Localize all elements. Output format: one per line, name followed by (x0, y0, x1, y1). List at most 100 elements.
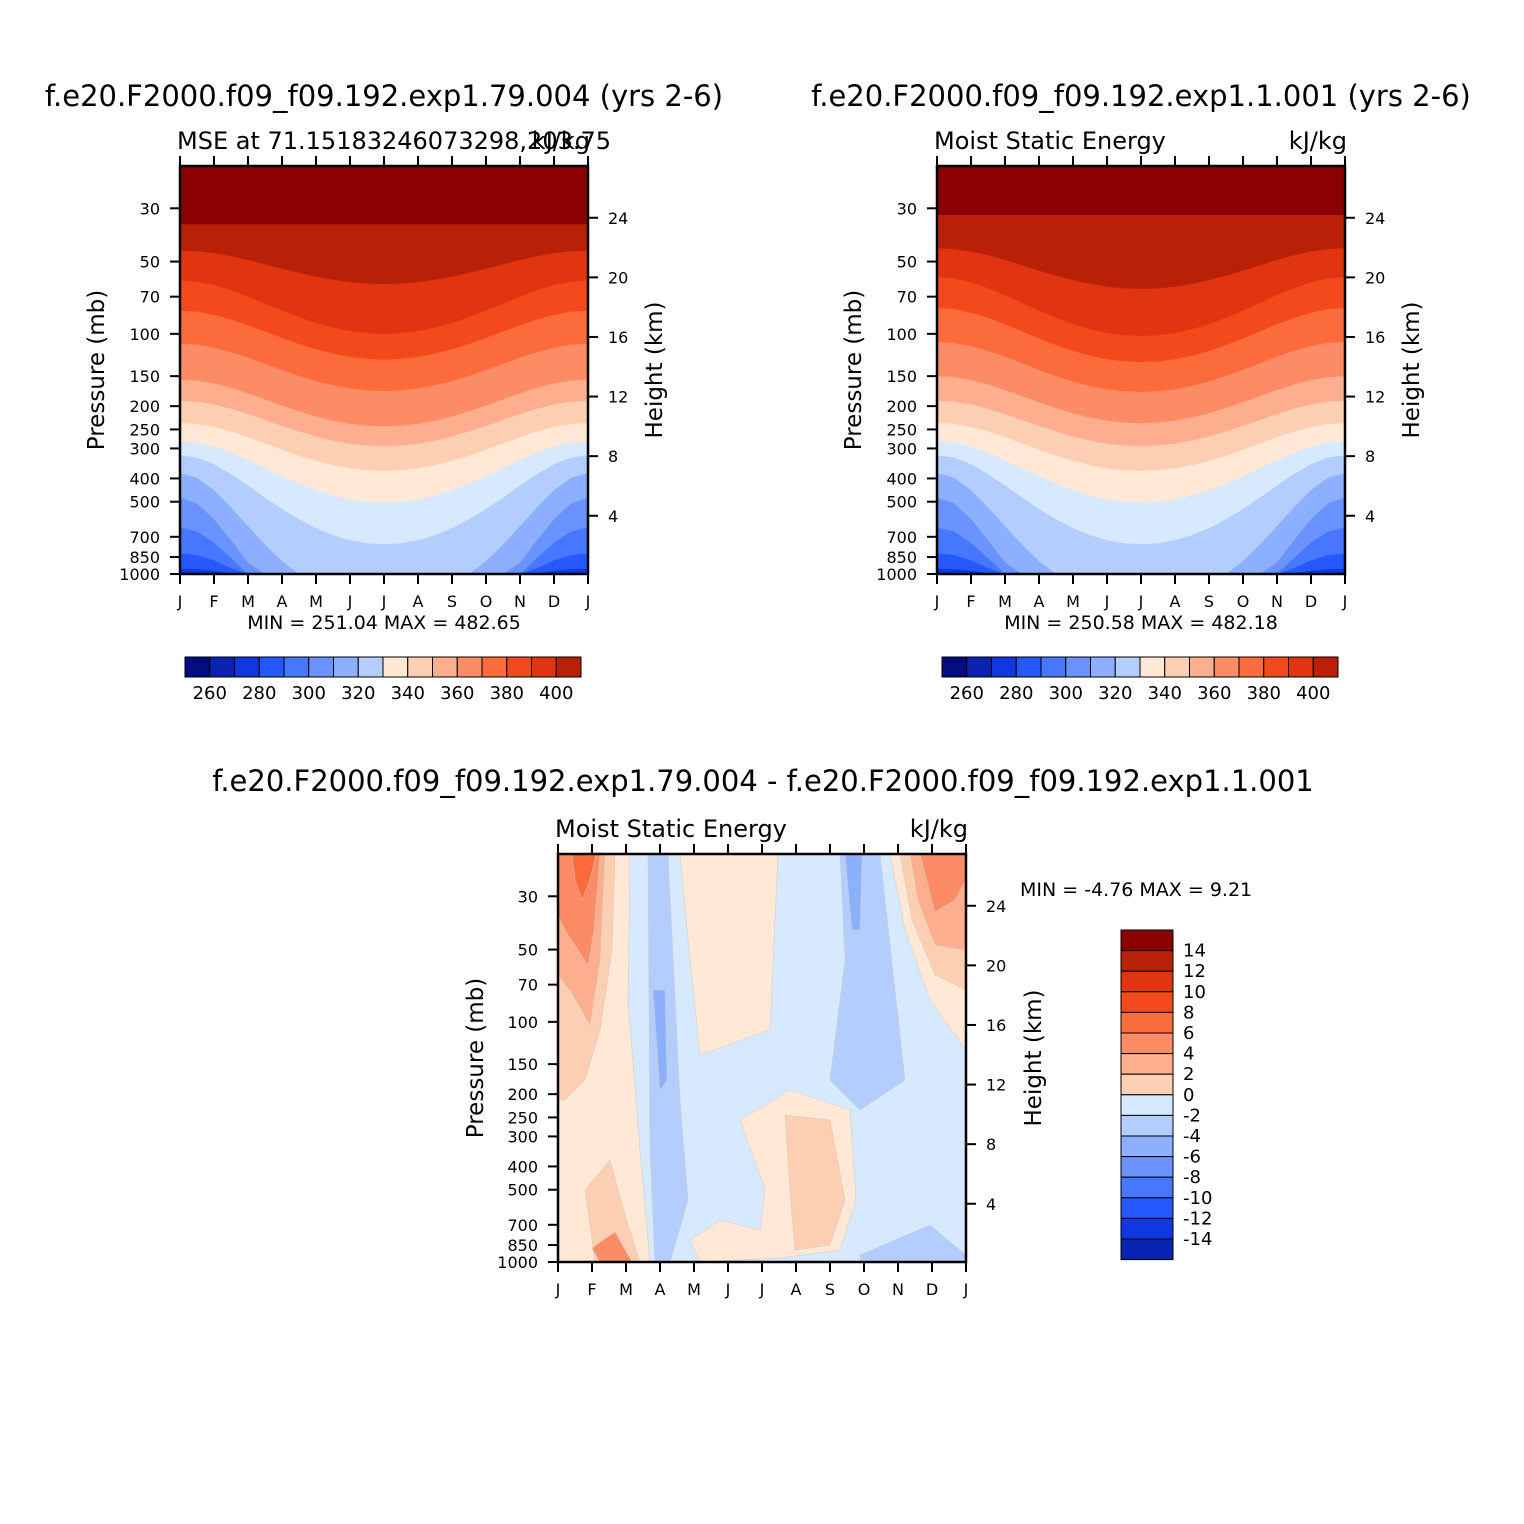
y-right-tick-label: 8 (986, 1135, 996, 1154)
colorbar-swatch (1120, 1032, 1174, 1055)
y-tick-label: 50 (140, 253, 160, 272)
y-tick-label: 70 (518, 976, 538, 995)
colorbar-swatch (258, 656, 285, 678)
colorbar-label: 380 (1247, 683, 1281, 704)
x-tick-label: J (725, 1280, 731, 1299)
x-tick-label: J (177, 592, 183, 611)
x-tick-label: F (587, 1280, 596, 1299)
colorbar-label: 360 (1197, 683, 1231, 704)
x-tick-label: O (480, 592, 493, 611)
colorbar-swatch (209, 656, 235, 678)
colorbar-swatch (283, 656, 310, 678)
colorbar-swatch (481, 656, 508, 678)
y-tick-label: 300 (129, 439, 160, 458)
y-tick-label: 150 (129, 367, 160, 386)
y-tick-label: 850 (507, 1236, 538, 1255)
panel-2-ylabel: Pressure (mb) (841, 290, 867, 450)
y-tick-label: 70 (140, 288, 160, 307)
colorbar-label: 10 (1183, 982, 1206, 1003)
colorbar-label: 12 (1183, 961, 1206, 982)
colorbar-swatch (1120, 1094, 1174, 1116)
y-tick-label: 250 (886, 420, 917, 439)
x-tick-label: M (687, 1280, 701, 1299)
colorbar-swatch (234, 656, 260, 678)
y-right-tick-label: 12 (608, 388, 628, 407)
panel-2-colorbar: 260 280 300 320 340 360 380 400 (941, 656, 1339, 704)
y-tick-label: 50 (518, 941, 538, 960)
y-tick-label: 30 (518, 887, 538, 906)
panel-3-main-title: f.e20.F2000.f09_f09.192.exp1.79.004 - f.… (212, 764, 1314, 798)
panel-2-units: kJ/kg (1289, 127, 1347, 155)
colorbar-swatch (991, 656, 1017, 678)
colorbar-swatch (1120, 1135, 1174, 1158)
y-tick-label: 850 (886, 548, 917, 567)
y-tick-label: 250 (507, 1108, 538, 1127)
x-tick-label: A (791, 1280, 802, 1299)
panel-3: f.e20.F2000.f09_f09.192.exp1.79.004 - f.… (212, 764, 1314, 1299)
y-right-tick-label: 4 (1365, 507, 1375, 526)
panel-3-contour-field (558, 854, 966, 1262)
x-tick-label: J (585, 592, 591, 611)
colorbar-swatch (1238, 656, 1265, 678)
x-tick-label: J (1104, 592, 1110, 611)
colorbar-swatch (1040, 656, 1067, 678)
y-tick-label: 50 (897, 253, 917, 272)
y-tick-label: 100 (886, 325, 917, 344)
contour-band (919, 854, 966, 913)
colorbar-label: -10 (1183, 1188, 1212, 1209)
x-tick-label: J (934, 592, 940, 611)
colorbar-label: -12 (1183, 1208, 1212, 1229)
contour-band (784, 1114, 846, 1251)
x-tick-label: M (309, 592, 323, 611)
y-right-tick-label: 24 (608, 209, 628, 228)
panel-2-ylabel-right: Height (km) (1399, 301, 1425, 438)
y-right-tick-label: 20 (1365, 268, 1385, 287)
colorbar-swatch (1120, 970, 1174, 993)
y-tick-label: 500 (507, 1181, 538, 1200)
colorbar-label: 280 (999, 683, 1033, 704)
colorbar-label: 260 (950, 683, 984, 704)
y-tick-label: 400 (886, 469, 917, 488)
y-right-tick-label: 4 (986, 1195, 996, 1214)
x-tick-label: F (966, 592, 975, 611)
x-tick-label: J (1138, 592, 1144, 611)
y-tick-label: 200 (507, 1085, 538, 1104)
x-tick-label: M (241, 592, 255, 611)
colorbar-swatch (966, 656, 992, 678)
colorbar-label: 14 (1183, 941, 1206, 962)
y-tick-label: 30 (140, 199, 160, 218)
colorbar-label: 8 (1183, 1002, 1194, 1023)
x-tick-label: N (1271, 592, 1283, 611)
contour-band (679, 854, 779, 1056)
x-tick-label: M (998, 592, 1012, 611)
x-tick-label: N (514, 592, 526, 611)
panel-2-stats: MIN = 250.58 MAX = 482.18 (1004, 612, 1278, 634)
colorbar-swatch (184, 656, 211, 678)
colorbar-swatch (1120, 950, 1174, 972)
y-tick-label: 700 (886, 528, 917, 547)
panel-3-units: kJ/kg (910, 815, 968, 843)
x-tick-label: M (1066, 592, 1080, 611)
y-tick-label: 700 (507, 1216, 538, 1235)
y-right-tick-label: 24 (986, 897, 1006, 916)
contour-band (652, 989, 668, 1091)
y-right-tick-label: 4 (608, 507, 618, 526)
x-tick-label: J (347, 592, 353, 611)
colorbar-swatch (407, 656, 433, 678)
colorbar-swatch (1312, 656, 1339, 678)
colorbar-swatch (432, 656, 458, 678)
x-tick-label: J (381, 592, 387, 611)
colorbar-swatch (941, 656, 968, 678)
colorbar-label: -8 (1183, 1167, 1201, 1188)
colorbar-label: 260 (193, 683, 227, 704)
y-tick-label: 30 (897, 199, 917, 218)
colorbar-label: 320 (341, 683, 375, 704)
colorbar-swatch (1120, 1238, 1174, 1261)
y-tick-label: 100 (129, 325, 160, 344)
colorbar-swatch (1015, 656, 1042, 678)
y-right-tick-label: 8 (608, 447, 618, 466)
